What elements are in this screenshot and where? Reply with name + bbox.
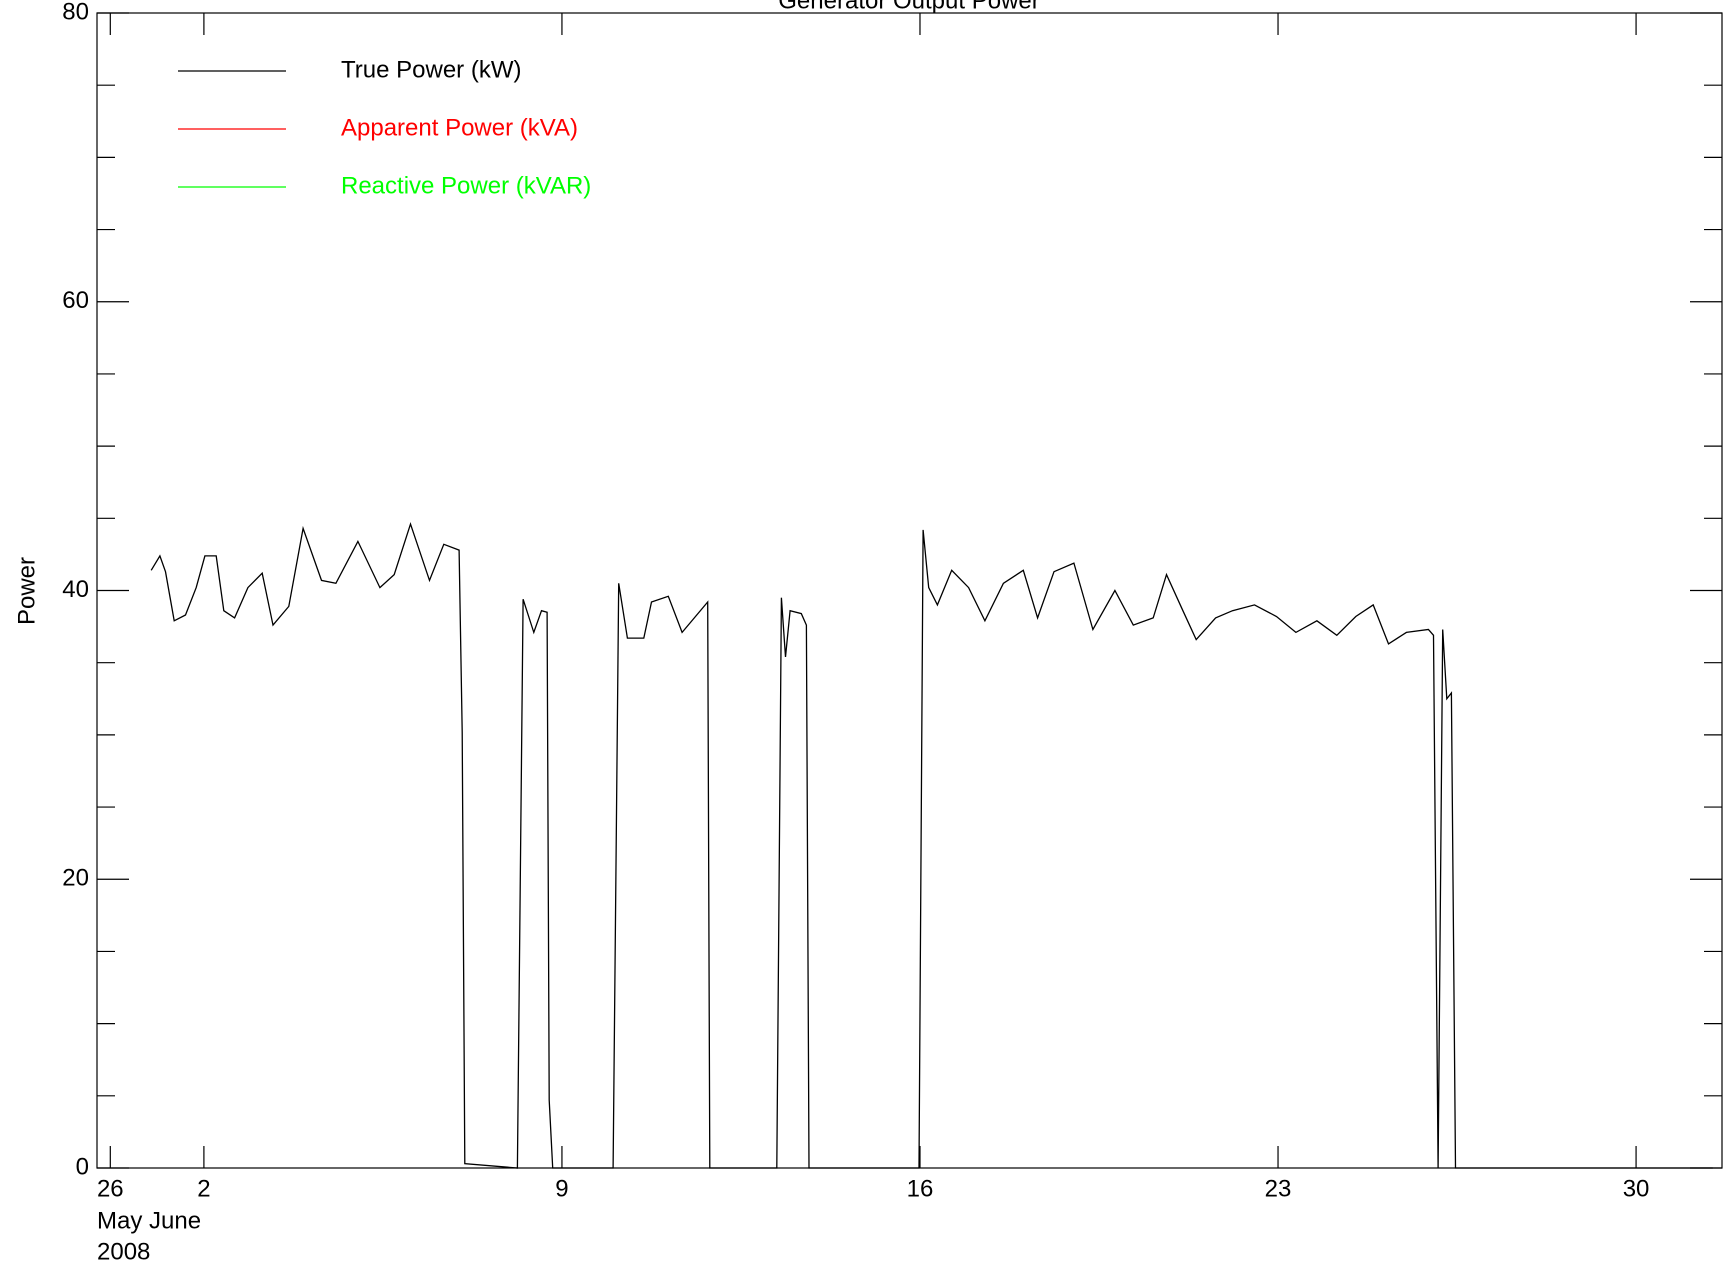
y-tick-label: 40	[62, 576, 89, 603]
legend-label: Apparent Power (kVA)	[341, 114, 578, 141]
x-tick-label: 26	[97, 1175, 124, 1202]
x-tick-label: 30	[1623, 1175, 1650, 1202]
y-tick-label: 0	[76, 1153, 89, 1180]
legend-label: Reactive Power (kVAR)	[341, 172, 591, 199]
x-sublabel: May June	[97, 1207, 201, 1234]
x-year: 2008	[97, 1238, 150, 1265]
x-tick-label: 9	[555, 1175, 568, 1202]
y-tick-label: 80	[62, 0, 89, 25]
data-line	[150, 522, 1713, 1169]
x-tick-label: 2	[197, 1175, 210, 1202]
chart-title: Generator Output Power	[778, 0, 1039, 14]
x-tick-label: 16	[907, 1175, 934, 1202]
x-tick-label: 23	[1265, 1175, 1292, 1202]
y-axis-label: Power	[13, 557, 40, 625]
y-tick-label: 60	[62, 287, 89, 314]
legend-label: True Power (kW)	[341, 56, 521, 83]
y-tick-label: 20	[62, 865, 89, 892]
